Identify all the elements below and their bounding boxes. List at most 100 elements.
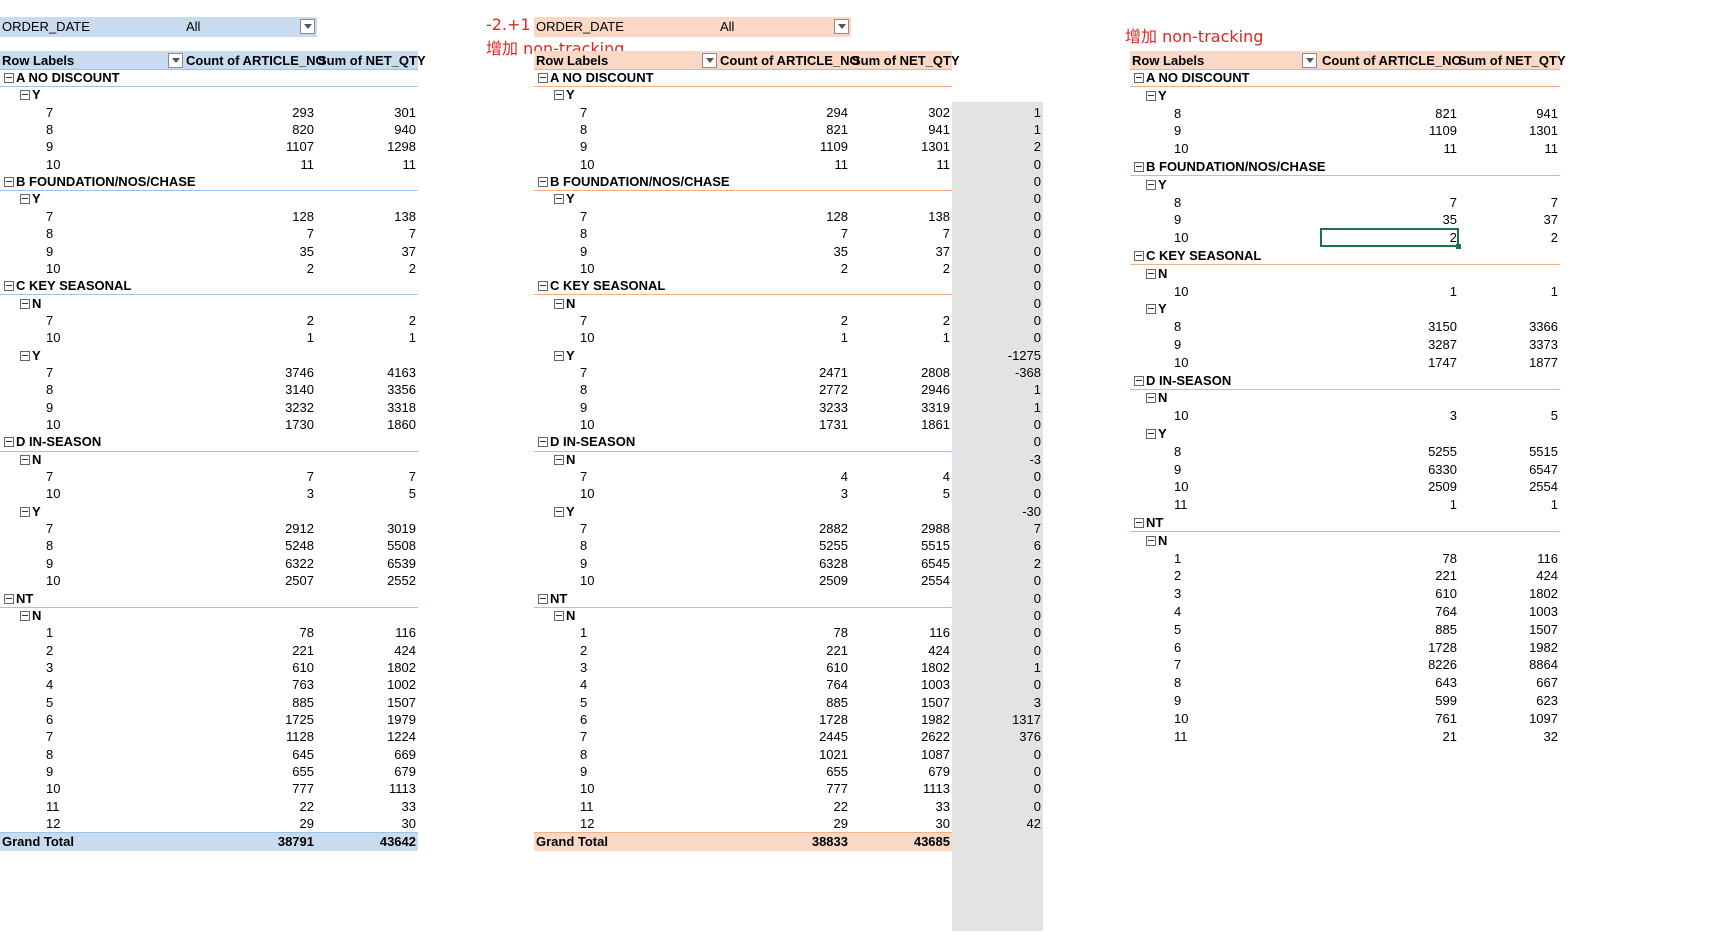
collapse-toggle-icon[interactable] [1146,535,1156,546]
collapse-toggle-icon[interactable] [1146,268,1156,279]
row-label[interactable]: C KEY SEASONAL [1134,248,1261,263]
row-label: 10 [1174,355,1188,370]
sum-value: 32 [1543,728,1558,744]
count-value: 22 [833,798,848,814]
row-label[interactable]: NT [1134,515,1163,530]
row-labels-dropdown-icon[interactable] [168,53,183,68]
collapse-toggle-icon[interactable] [554,298,564,309]
row-label[interactable]: NT [4,591,33,606]
group-row: Y [0,503,418,520]
collapse-toggle-icon[interactable] [538,437,548,448]
sum-value: 1113 [923,781,950,797]
collapse-toggle-icon[interactable] [1134,375,1144,386]
row-label[interactable]: C KEY SEASONAL [538,278,665,293]
row-label[interactable]: C KEY SEASONAL [4,278,131,293]
row-label[interactable]: Y [554,191,575,206]
row-label[interactable]: Y [20,87,41,102]
collapse-toggle-icon[interactable] [4,73,14,83]
collapse-toggle-icon[interactable] [1146,304,1156,315]
collapse-toggle-icon[interactable] [20,194,30,205]
row-label[interactable]: Y [554,348,575,363]
collapse-toggle-icon[interactable] [554,506,564,517]
collapse-toggle-icon[interactable] [4,281,14,292]
row-label[interactable]: B FOUNDATION/NOS/CHASE [1134,159,1326,174]
count-value: 2445 [819,729,848,745]
row-label[interactable]: N [554,608,575,623]
row-label[interactable]: Y [20,504,41,519]
row-label[interactable]: N [1146,533,1167,548]
row-label[interactable]: N [1146,266,1167,281]
row-label[interactable]: A NO DISCOUNT [538,70,654,85]
collapse-toggle-icon[interactable] [554,194,564,205]
collapse-toggle-icon[interactable] [1146,393,1156,404]
collapse-toggle-icon[interactable] [20,506,30,517]
row-label[interactable]: A NO DISCOUNT [4,70,120,85]
row-label[interactable]: A NO DISCOUNT [1134,70,1250,85]
collapse-toggle-icon[interactable] [538,281,548,292]
collapse-toggle-icon[interactable] [1146,179,1156,190]
row-label[interactable]: Y [1146,426,1167,441]
sum-value: 3318 [387,399,416,415]
row-label[interactable]: Y [1146,88,1167,103]
row-label[interactable]: N [554,296,575,311]
row-label[interactable]: D IN-SEASON [4,434,101,449]
row-label[interactable]: Y [20,191,41,206]
order-date-filter[interactable]: ORDER_DATE All [0,17,317,37]
collapse-toggle-icon[interactable] [4,437,14,448]
collapse-toggle-icon[interactable] [554,610,564,621]
collapse-toggle-icon[interactable] [20,298,30,309]
row-label[interactable]: N [20,608,41,623]
collapse-toggle-icon[interactable] [4,177,14,188]
row-label[interactable]: N [20,452,41,467]
collapse-toggle-icon[interactable] [20,90,30,101]
row-label-text: Y [32,347,41,363]
row-label[interactable]: Y [20,348,41,363]
row-label-text: 5 [1174,621,1182,637]
filter-dropdown-icon[interactable] [300,19,315,34]
row-label-text: 8 [1174,105,1182,121]
collapse-toggle-icon[interactable] [4,593,14,604]
row-label[interactable]: Y [1146,301,1167,316]
count-value: 821 [1435,105,1457,121]
collapse-toggle-icon[interactable] [1134,162,1144,172]
collapse-toggle-icon[interactable] [1134,73,1144,83]
filter-dropdown-icon[interactable] [834,19,849,34]
row-label[interactable]: Y [554,87,575,102]
collapse-toggle-icon[interactable] [538,593,548,604]
row-label[interactable]: N [20,296,41,311]
row-labels-dropdown-icon[interactable] [1302,53,1317,68]
row-label[interactable]: Y [554,504,575,519]
order-date-filter[interactable]: ORDER_DATE All [534,17,851,37]
selected-cell[interactable] [1320,228,1461,249]
row-label[interactable]: D IN-SEASON [1134,373,1231,388]
collapse-toggle-icon[interactable] [554,90,564,101]
table-row: 7 2 2 [534,312,952,329]
collapse-toggle-icon[interactable] [1134,251,1144,261]
row-label[interactable]: B FOUNDATION/NOS/CHASE [538,174,730,189]
row-label-text: 8 [46,538,54,554]
row-label-text: Y [1158,426,1167,441]
collapse-toggle-icon[interactable] [20,454,30,465]
collapse-toggle-icon[interactable] [20,610,30,621]
pivot-header-row: Row Labels Count of ARTICLE_NO Sum of NET_… [1130,51,1566,70]
collapse-toggle-icon[interactable] [538,73,548,83]
collapse-toggle-icon[interactable] [554,454,564,465]
count-value: 11 [300,156,315,172]
row-label[interactable]: B FOUNDATION/NOS/CHASE [4,174,196,189]
collapse-toggle-icon[interactable] [554,350,564,361]
collapse-toggle-icon[interactable] [1146,90,1156,101]
table-row: 7 2 2 [0,312,418,329]
collapse-toggle-icon[interactable] [20,350,30,361]
row-label[interactable]: N [554,452,575,467]
count-value: 293 [292,104,314,120]
collapse-toggle-icon[interactable] [1146,429,1156,439]
row-label[interactable]: D IN-SEASON [538,434,635,449]
collapse-toggle-icon[interactable] [538,177,548,188]
row-label[interactable]: N [1146,390,1167,405]
row-label[interactable]: Y [1146,177,1167,192]
row-label[interactable]: NT [538,591,567,606]
row-labels-dropdown-icon[interactable] [702,53,717,68]
collapse-toggle-icon[interactable] [1134,518,1144,528]
row-label-text: 10 [1174,230,1189,246]
row-label: 11 [1174,497,1188,512]
